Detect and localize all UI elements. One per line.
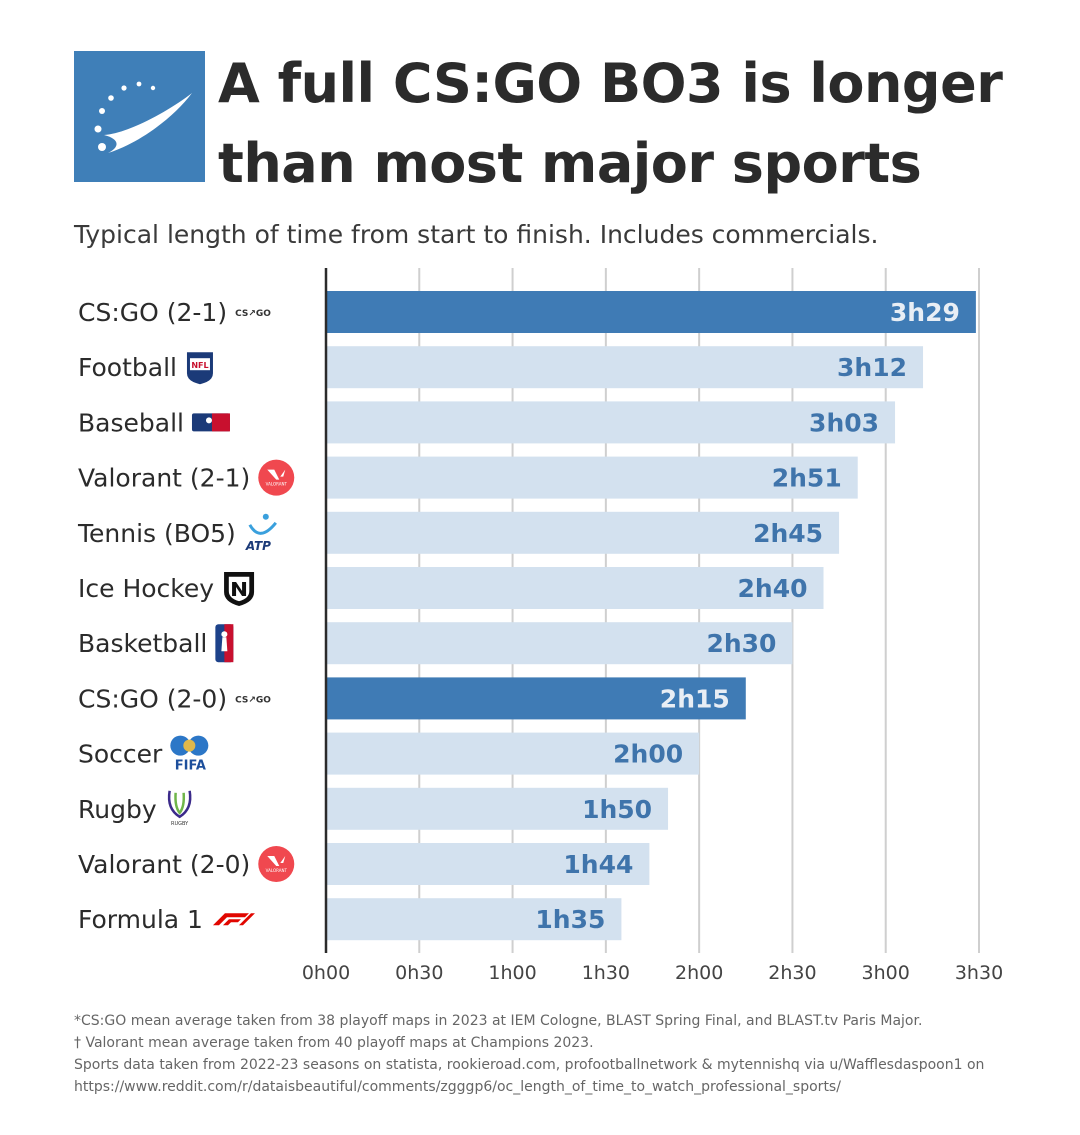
- category-label: Tennis (BO5): [77, 519, 236, 548]
- bar-value-label: 3h03: [809, 408, 879, 437]
- nfl-icon: NFL: [186, 352, 213, 385]
- category-label: Baseball: [78, 408, 184, 437]
- category-label: Rugby: [78, 795, 157, 824]
- category-label: Valorant (2-0): [78, 850, 250, 879]
- bar: [326, 567, 824, 609]
- bar: [326, 511, 840, 554]
- speedometer-logo-icon: [74, 51, 205, 182]
- category-label: Soccer: [78, 740, 163, 769]
- footnote-sources: Sports data taken from 2022-23 seasons o…: [74, 1057, 985, 1073]
- category-label: CS:GO (2-1): [78, 298, 227, 327]
- footnote-url: https://www.reddit.com/r/dataisbeautiful…: [74, 1079, 841, 1095]
- rugby-icon: RUGBY: [167, 790, 192, 827]
- svg-text:FIFA: FIFA: [175, 759, 206, 774]
- valorant-icon: VALORANT: [258, 459, 295, 496]
- chart-subtitle: Typical length of time from start to fin…: [74, 220, 879, 249]
- bar: [326, 401, 896, 444]
- category-label: Formula 1: [78, 905, 203, 934]
- csgo-icon: CS↗GO: [235, 695, 271, 705]
- bar-value-label: 3h29: [890, 298, 960, 327]
- category-label: Ice Hockey: [78, 574, 214, 603]
- bar-value-label: 2h45: [753, 519, 823, 548]
- bar-value-label: 2h00: [613, 740, 683, 769]
- x-tick-label: 3h30: [955, 962, 1003, 984]
- bar-value-label: 2h15: [660, 684, 730, 713]
- valorant-icon: VALORANT: [258, 846, 295, 882]
- x-tick-label: 2h00: [675, 962, 723, 984]
- bar: [326, 898, 622, 941]
- x-tick-label: 0h30: [395, 962, 443, 984]
- svg-text:ATP: ATP: [245, 539, 271, 553]
- nba-icon: [215, 624, 234, 663]
- svg-text:RUGBY: RUGBY: [171, 821, 189, 827]
- bar-value-label: 1h50: [582, 795, 652, 824]
- title-line-2: than most major sports: [218, 132, 922, 195]
- x-tick-label: 3h00: [862, 962, 910, 984]
- bar-value-label: 1h44: [563, 850, 633, 879]
- svg-text:NFL: NFL: [191, 361, 208, 370]
- bar-value-label: 1h35: [535, 905, 605, 934]
- bar: [326, 346, 924, 389]
- bar-value-label: 2h30: [706, 629, 776, 658]
- svg-text:VALORANT: VALORANT: [266, 868, 288, 873]
- title-line-1: A full CS:GO BO3 is longer: [218, 52, 1003, 115]
- mlb-icon: [191, 413, 230, 432]
- nhl-icon: [224, 572, 255, 606]
- category-label: Football: [78, 353, 177, 382]
- x-tick-label: 0h00: [302, 962, 350, 984]
- f1-icon: [212, 913, 255, 926]
- bar-value-label: 3h12: [837, 353, 907, 382]
- x-tick-label: 1h30: [582, 962, 630, 984]
- bar: [326, 732, 700, 775]
- csgo-icon: CS↗GO: [235, 309, 271, 319]
- x-tick-label: 1h00: [488, 962, 536, 984]
- svg-text:VALORANT: VALORANT: [266, 482, 288, 487]
- footnote-csgo: *CS:GO mean average taken from 38 playof…: [74, 1013, 923, 1029]
- bar: [326, 843, 650, 885]
- chart-title: A full CS:GO BO3 is longer than most maj…: [218, 44, 1068, 204]
- x-tick-label: 2h30: [768, 962, 816, 984]
- category-label: CS:GO (2-0): [78, 684, 227, 713]
- footnote-valorant: † Valorant mean average taken from 40 pl…: [74, 1035, 594, 1051]
- bar: [326, 622, 793, 665]
- svg-text:CS↗GO: CS↗GO: [235, 309, 271, 319]
- bar: [326, 677, 746, 720]
- bar: [326, 291, 976, 333]
- category-label: Basketball: [78, 629, 207, 658]
- bar-value-label: 2h51: [772, 464, 842, 493]
- fifa-icon: FIFA: [170, 735, 209, 774]
- bar: [326, 787, 669, 830]
- category-label: Valorant (2-1): [78, 464, 250, 493]
- bar-value-label: 2h40: [738, 574, 808, 603]
- atp-icon: ATP: [245, 513, 277, 553]
- svg-text:CS↗GO: CS↗GO: [235, 695, 271, 705]
- bar: [326, 456, 858, 499]
